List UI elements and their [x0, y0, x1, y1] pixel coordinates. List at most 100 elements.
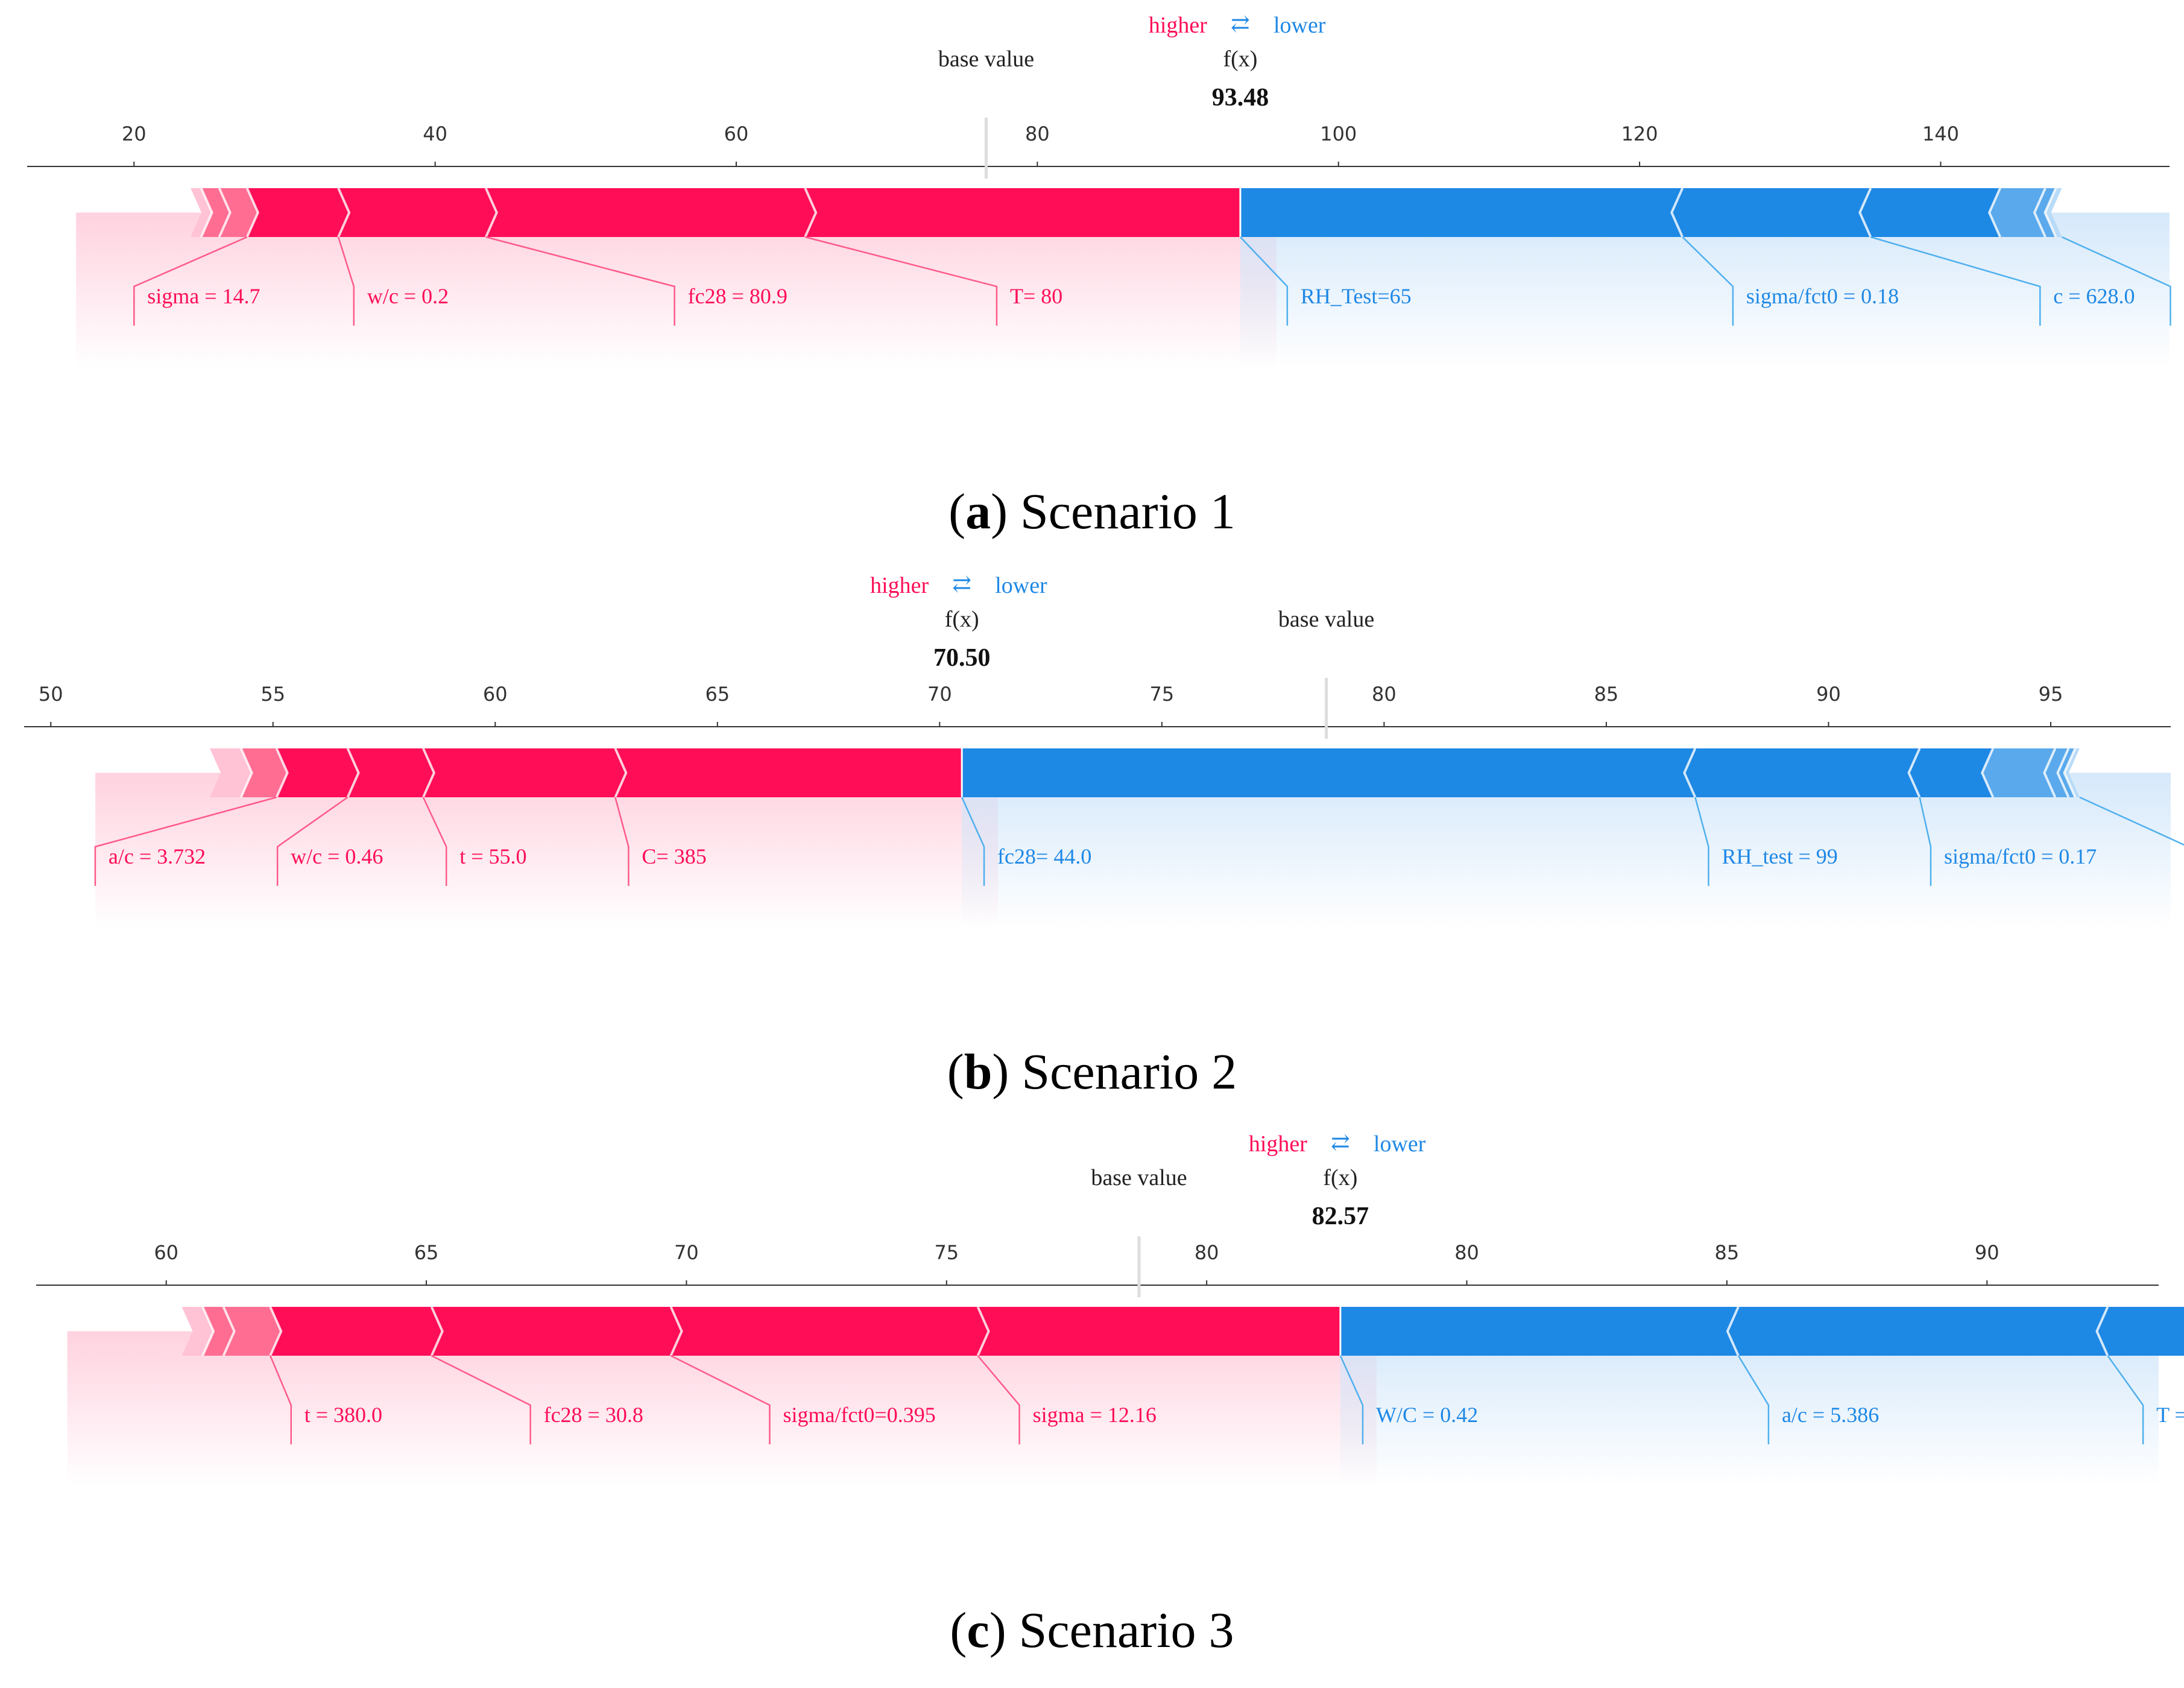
- positive-force-segment: [210, 748, 252, 797]
- legend-higher: higher: [1249, 1131, 1307, 1157]
- x-tick-label: 90: [1816, 683, 1841, 706]
- positive-feature-label: t = 380.0: [305, 1403, 382, 1427]
- x-tick-label: 80: [1454, 1241, 1479, 1264]
- negative-force-segment: [962, 748, 1696, 797]
- x-tick-label: 55: [260, 683, 285, 706]
- caption-open-paren: (: [950, 1602, 967, 1658]
- segment-separator: [346, 748, 360, 798]
- x-tick-label: 80: [1195, 1241, 1219, 1264]
- segment-separator: [669, 1306, 683, 1356]
- negative-feature-label: T = 20.0: [2156, 1403, 2184, 1427]
- legend: higher ⇄ lower: [1249, 1130, 1426, 1157]
- label-leader-line: [337, 236, 355, 326]
- positive-force-segment: [201, 188, 230, 237]
- label-leader-line: [270, 1355, 292, 1444]
- fx-label: f(x): [945, 607, 979, 632]
- positive-shading: [95, 773, 999, 928]
- positive-feature-label: fc28 = 30.8: [544, 1403, 643, 1427]
- positive-force-segment: [276, 748, 359, 797]
- negative-force-segment: [1340, 1307, 1738, 1356]
- negative-shading: [1240, 212, 2170, 368]
- caption-open-paren: (: [948, 484, 965, 540]
- label-leader-line: [1870, 236, 2041, 326]
- x-tick-label: 20: [122, 122, 147, 145]
- caption-letter: c: [967, 1602, 989, 1658]
- negative-force-segment: [1908, 748, 1993, 797]
- legend-lower: lower: [1374, 1131, 1426, 1157]
- segment-separator: [1683, 748, 1697, 798]
- positive-force-segment: [203, 1307, 235, 1356]
- legend: higher ⇄ lower: [870, 572, 1047, 598]
- label-leader-line: [1919, 797, 1932, 886]
- x-tick-label: 50: [39, 683, 63, 706]
- segment-separator: [245, 188, 259, 238]
- caption-text: ) Scenario 3: [989, 1602, 1234, 1658]
- x-tick-label: 60: [154, 1241, 178, 1264]
- x-tick-label: 75: [934, 1241, 959, 1264]
- force-plot-panel-c: 606570758080859095base valuef(x)82.57hig…: [36, 1130, 2184, 1658]
- legend: higher ⇄ lower: [1149, 11, 1326, 38]
- caption-text: ) Scenario 2: [992, 1044, 1237, 1100]
- positive-force-segment: [219, 188, 258, 237]
- label-leader-line: [94, 796, 277, 886]
- negative-shading: [962, 773, 2171, 928]
- segment-separator: [484, 188, 498, 238]
- positive-feature-label: T= 80: [1010, 284, 1062, 308]
- label-leader-line: [2079, 796, 2184, 846]
- caption-letter: b: [964, 1044, 993, 1100]
- segment-separator: [976, 1306, 990, 1356]
- x-tick-label: 95: [2039, 683, 2063, 706]
- base-value-label: base value: [1278, 607, 1374, 632]
- force-plot-panel-a: 20 40 60 80 100 120 140 base value f(x) 93.48 high…: [27, 11, 2171, 540]
- negative-force-segment: [1989, 188, 2046, 237]
- label-leader-line: [1694, 797, 1709, 886]
- caption-open-paren: (: [947, 1044, 964, 1100]
- label-leader-line: [422, 797, 447, 886]
- segment-separator: [2095, 1306, 2109, 1356]
- x-tick-label: 70: [674, 1241, 699, 1264]
- segment-separator: [222, 1306, 236, 1356]
- segment-separator: [1907, 748, 1921, 798]
- segment-separator: [2056, 748, 2070, 798]
- segment-separator: [1726, 1306, 1740, 1356]
- segment-separator: [218, 188, 232, 238]
- negative-force-segment: [2034, 188, 2056, 237]
- positive-feature-label: fc28 = 80.9: [688, 284, 787, 308]
- positive-force-segment: [241, 748, 288, 797]
- label-leader-line: [2061, 236, 2171, 326]
- label-leader-line: [1240, 236, 1289, 326]
- positive-force-segment: [247, 188, 350, 237]
- legend-lower: lower: [995, 573, 1047, 598]
- positive-force-segment: [615, 748, 962, 797]
- positive-force-segment: [191, 188, 212, 237]
- caption-letter: a: [965, 484, 991, 540]
- caption-text: ) Scenario 1: [991, 484, 1236, 540]
- fx-label: f(x): [1323, 1165, 1357, 1190]
- negative-feature-label: sigma/fct0 = 0.18: [1746, 284, 1899, 308]
- x-tick-label: 140: [1922, 122, 1959, 145]
- positive-feature-label: t = 55.0: [459, 844, 526, 868]
- negative-force-segment: [1982, 748, 2056, 797]
- negative-feature-label: RH_test = 99: [1722, 844, 1837, 868]
- segment-separator: [337, 188, 351, 238]
- label-leader-line: [961, 797, 985, 886]
- segment-separator: [2044, 188, 2057, 238]
- negative-feature-label: c = 628.0: [2053, 284, 2135, 308]
- x-tick-label: 80: [1025, 122, 1050, 145]
- positive-force-segment: [423, 748, 626, 797]
- legend-arrow-icon: ⇄: [952, 572, 971, 597]
- negative-feature-label: RH_Test=65: [1301, 284, 1412, 308]
- positive-force-segment: [977, 1307, 1340, 1356]
- label-leader-line: [614, 797, 630, 886]
- negative-force-segment: [2097, 1307, 2184, 1356]
- positive-feature-label: sigma = 14.7: [147, 284, 260, 308]
- segment-separator: [275, 748, 289, 798]
- segment-separator: [430, 1306, 444, 1356]
- panel-caption: (a) Scenario 1: [948, 484, 1236, 540]
- x-tick-label: 40: [423, 122, 447, 145]
- label-leader-line: [2107, 1355, 2144, 1444]
- x-tick-label: 70: [927, 683, 952, 706]
- segment-separator: [804, 188, 818, 238]
- label-leader-line: [133, 236, 248, 326]
- positive-force-segment: [805, 188, 1240, 237]
